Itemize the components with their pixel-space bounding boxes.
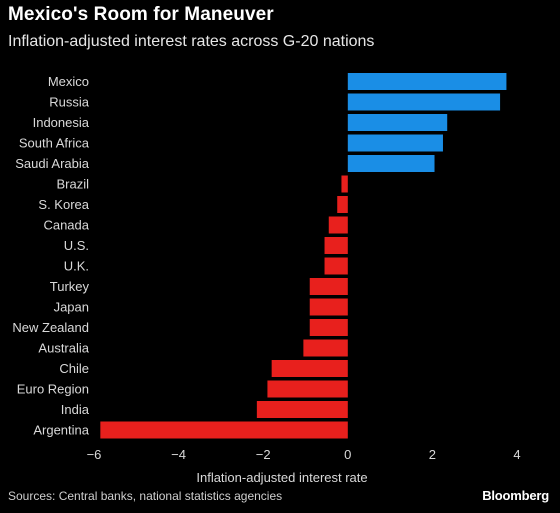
- category-label: U.S.: [64, 238, 89, 253]
- category-label: Euro Region: [17, 382, 89, 397]
- category-label: Chile: [59, 361, 89, 376]
- bar-russia: [347, 93, 501, 111]
- x-axis-label: Inflation-adjusted interest rate: [196, 470, 367, 485]
- category-label: Indonesia: [33, 115, 90, 130]
- bar-indonesia: [347, 114, 448, 131]
- bar-new-zealand: [309, 319, 348, 336]
- category-label: Brazil: [56, 177, 89, 192]
- bar-euro-region: [267, 380, 348, 398]
- bloomberg-logo: Bloomberg: [482, 488, 549, 503]
- bar-turkey: [309, 278, 348, 295]
- chart-subtitle: Inflation-adjusted interest rates across…: [8, 33, 375, 50]
- category-label: Russia: [49, 95, 90, 110]
- category-label: Argentina: [33, 423, 89, 438]
- bar-chile: [271, 360, 348, 377]
- bar-s-korea: [337, 196, 348, 213]
- bar-u-s: [324, 237, 348, 254]
- x-tick-label: 0: [344, 447, 351, 462]
- chart-title: Mexico's Room for Maneuver: [8, 4, 274, 25]
- category-label: U.K.: [64, 259, 89, 274]
- bar-mexico: [347, 73, 507, 90]
- category-label: Australia: [38, 341, 89, 356]
- category-label: Mexico: [48, 74, 89, 89]
- bar-u-k: [324, 257, 348, 275]
- category-label: South Africa: [19, 136, 90, 151]
- bar-saudi-arabia: [347, 155, 435, 172]
- bar-india: [256, 401, 348, 418]
- x-tick-label: −4: [171, 447, 186, 462]
- category-label: India: [61, 402, 90, 417]
- category-label: S. Korea: [38, 197, 89, 212]
- x-tick-label: 4: [513, 447, 520, 462]
- bar-canada: [328, 216, 348, 234]
- category-label: Saudi Arabia: [15, 156, 89, 171]
- category-label: Turkey: [50, 279, 90, 294]
- x-tick-label: 2: [429, 447, 436, 462]
- bar-south-africa: [347, 134, 443, 152]
- category-label: Canada: [43, 218, 89, 233]
- bar-australia: [303, 339, 348, 357]
- bar-argentina: [100, 421, 348, 439]
- bar-brazil: [341, 175, 348, 193]
- category-label: Japan: [54, 300, 89, 315]
- bar-japan: [309, 298, 348, 316]
- source-note: Sources: Central banks, national statist…: [8, 489, 283, 503]
- x-tick-label: −2: [256, 447, 271, 462]
- x-tick-label: −6: [87, 447, 102, 462]
- category-label: New Zealand: [12, 320, 89, 335]
